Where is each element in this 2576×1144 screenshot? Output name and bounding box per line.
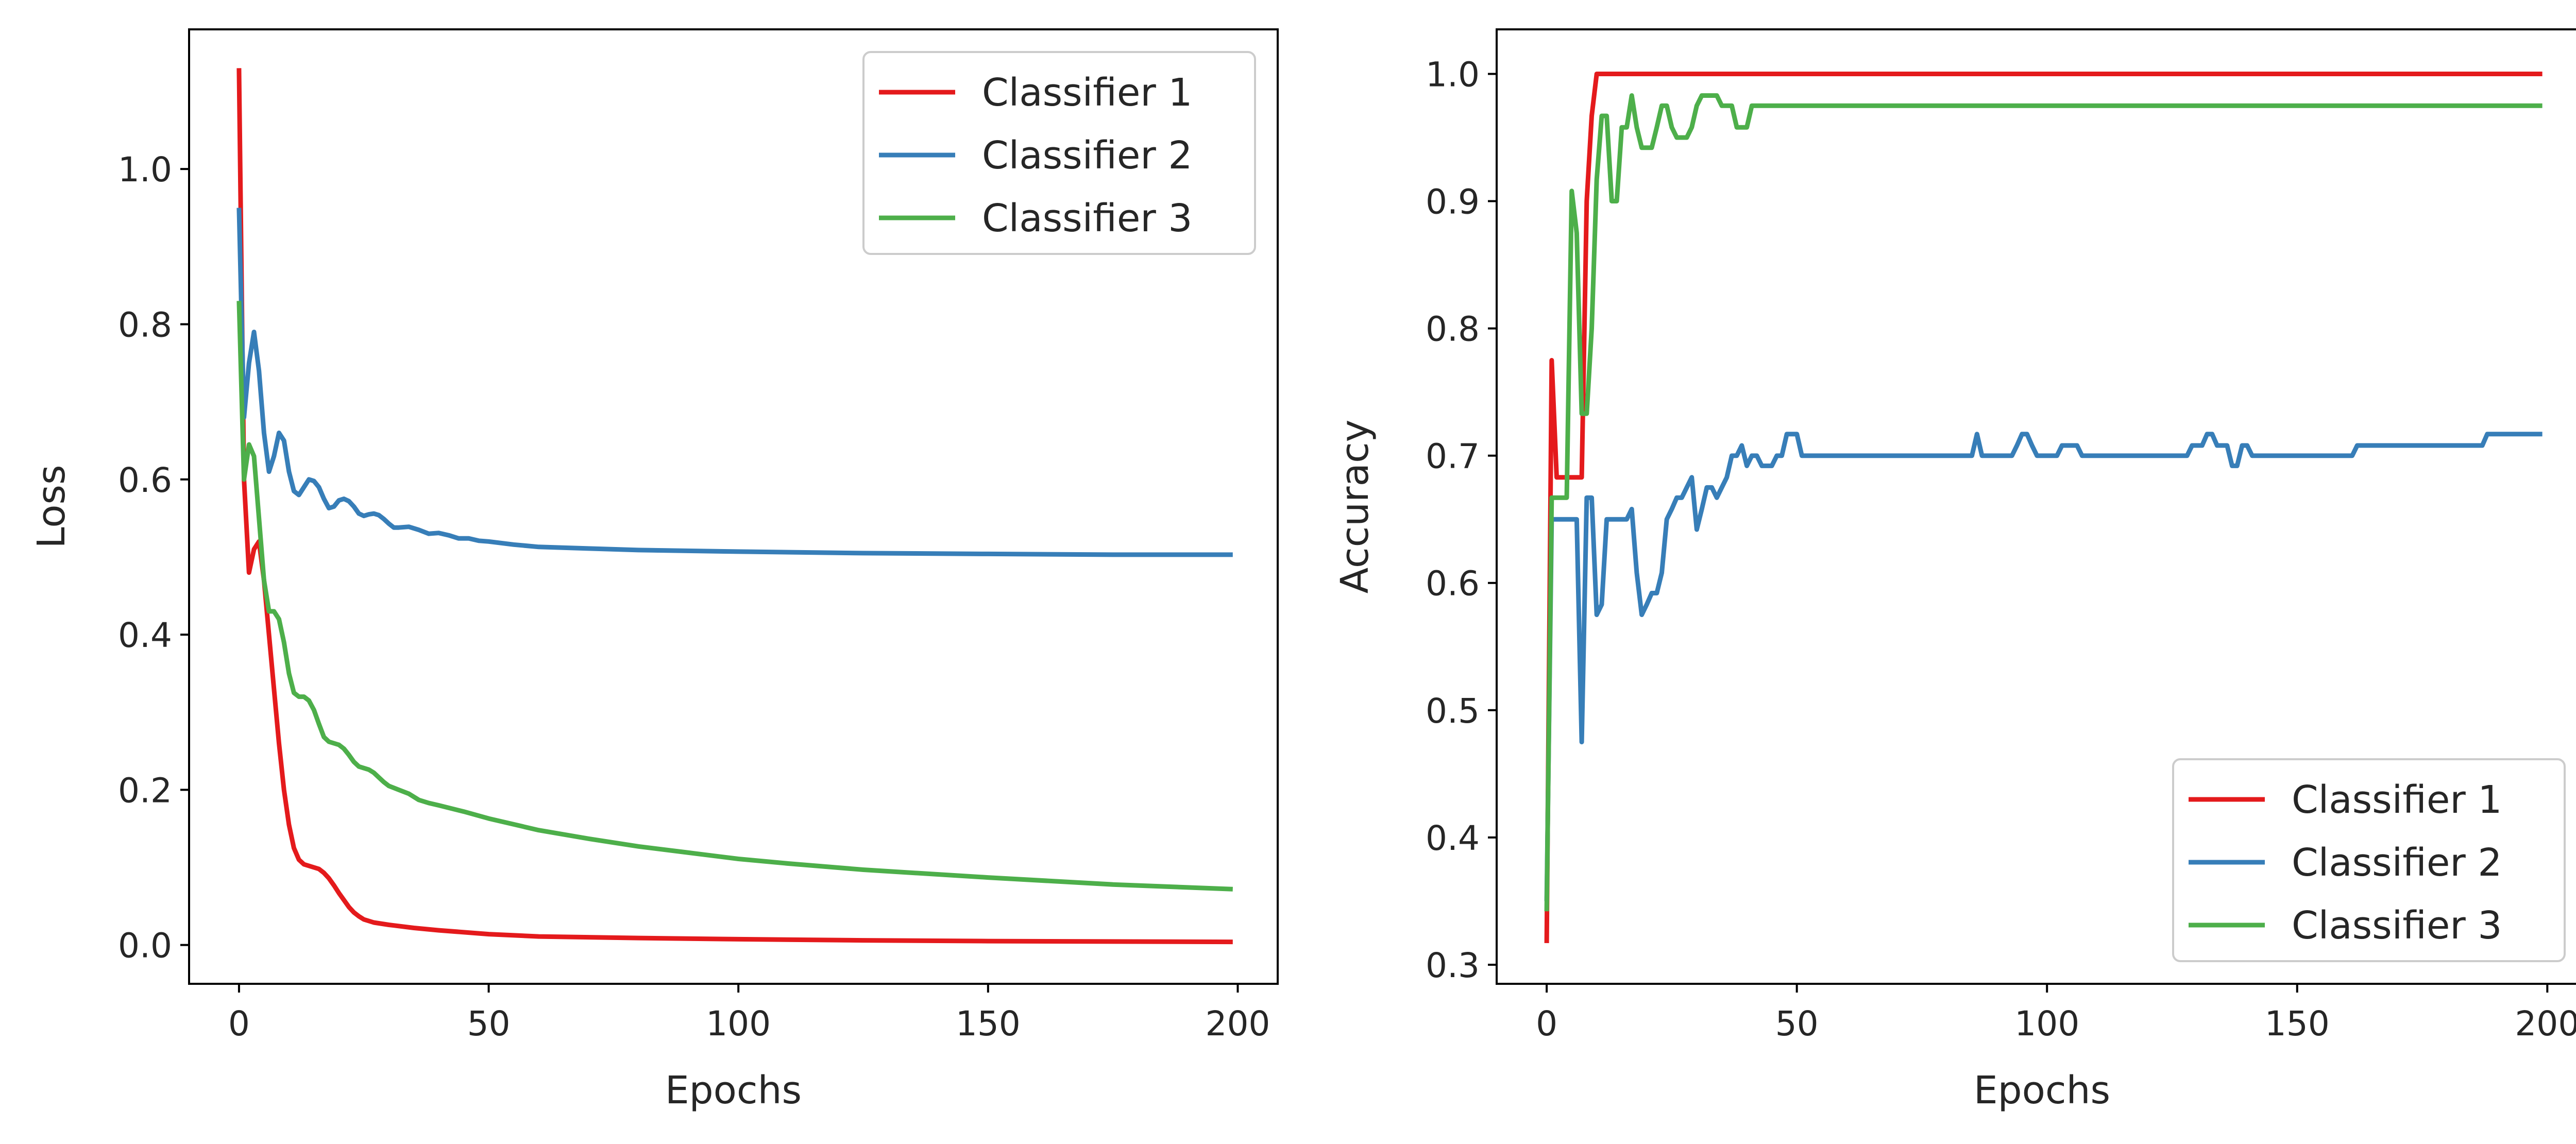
y-tick-label: 0.5 <box>1426 691 1480 731</box>
series-line-classifier-1 <box>1544 72 2543 943</box>
series-line-classifier-2 <box>236 208 1233 557</box>
legend: Classifier 1 Classifier 2 Classifier 3 <box>862 51 1256 255</box>
legend-label-classifier-2: Classifier 2 <box>982 133 1192 178</box>
axes-frame <box>188 28 1279 985</box>
y-tick-label: 0.6 <box>1426 564 1480 604</box>
y-tick-label: 0.2 <box>118 771 172 810</box>
y-tick-label: 0.3 <box>1426 946 1480 985</box>
series-group <box>236 68 1233 945</box>
legend-label-classifier-1: Classifier 1 <box>982 71 1192 115</box>
series-line-classifier-1 <box>236 68 1233 945</box>
y-tick-label: 0.4 <box>118 616 172 655</box>
x-tick-label: 150 <box>956 1004 1021 1044</box>
legend-label-classifier-1: Classifier 1 <box>2292 778 2502 822</box>
y-tick-label: 0.6 <box>118 460 172 500</box>
axes-frame <box>1496 28 2576 985</box>
series-line-classifier-3 <box>236 301 1233 892</box>
series-line-classifier-2 <box>1544 432 2543 901</box>
accuracy-chart-panel: 0 50 100 150 200 0.3 0.4 0.5 0.6 0.7 0.8 0.9 1.0 Epoc… <box>1333 28 2576 1113</box>
legend-label-classifier-3: Classifier 3 <box>982 196 1192 241</box>
x-tick-label: 200 <box>1205 1004 1270 1044</box>
legend-box <box>2172 758 2566 962</box>
legend-label-classifier-2: Classifier 2 <box>2292 841 2502 885</box>
x-axis-label: Epochs <box>665 1068 802 1113</box>
x-tick-label: 200 <box>2515 1004 2576 1044</box>
series-group <box>1544 72 2543 943</box>
series-line-classifier-3 <box>1544 93 2543 912</box>
legend-box <box>862 51 1256 255</box>
y-tick-label: 1.0 <box>118 150 172 190</box>
x-axis-label: Epochs <box>1974 1068 2110 1113</box>
y-tick-label: 0.8 <box>1426 310 1480 349</box>
x-tick-label: 0 <box>1536 1004 1557 1044</box>
legend-label-classifier-3: Classifier 3 <box>2292 903 2502 948</box>
y-axis-label: Accuracy <box>1333 420 1377 594</box>
x-tick-label: 150 <box>2265 1004 2330 1044</box>
legend: Classifier 1 Classifier 2 Classifier 3 <box>2172 758 2566 962</box>
x-tick-label: 50 <box>467 1004 511 1044</box>
y-tick-label: 0.8 <box>118 305 172 345</box>
x-tick-label: 100 <box>2014 1004 2079 1044</box>
x-tick-label: 0 <box>228 1004 250 1044</box>
y-tick-label: 0.7 <box>1426 437 1480 476</box>
y-axis-label: Loss <box>29 465 74 548</box>
x-tick-label: 100 <box>706 1004 771 1044</box>
x-tick-label: 50 <box>1775 1004 1819 1044</box>
y-tick-label: 0.9 <box>1426 182 1480 222</box>
loss-chart-panel: 0 50 100 150 200 0.0 0.2 0.4 0.6 0.8 1.0 Epochs Loss… <box>29 28 1279 1113</box>
y-tick-label: 0.0 <box>118 926 172 966</box>
y-tick-label: 0.4 <box>1426 818 1480 858</box>
y-tick-label: 1.0 <box>1426 55 1480 94</box>
